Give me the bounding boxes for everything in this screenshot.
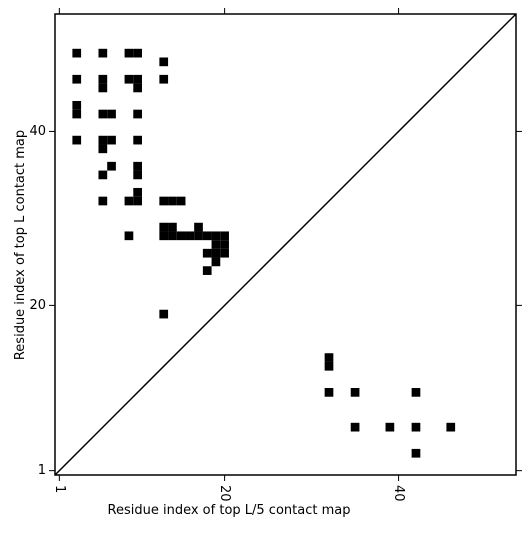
contact-cell [98, 83, 108, 93]
contact-cell [220, 231, 229, 241]
contact-cell [168, 222, 177, 232]
contact-cell [98, 196, 108, 206]
contact-cell [98, 48, 108, 58]
contact-cell [324, 361, 334, 371]
contact-cell [133, 187, 142, 197]
contact-cell [385, 422, 395, 432]
contact-cell [211, 248, 221, 258]
y-tick-label: 20 [29, 298, 46, 313]
contact-cell [133, 74, 142, 84]
contact-cell [168, 231, 177, 241]
contact-cell [98, 109, 108, 119]
contact-cell [72, 109, 82, 119]
contact-cell [98, 170, 108, 180]
contact-cell [350, 388, 360, 397]
contact-cell [446, 422, 456, 432]
diagonal [54, 13, 517, 476]
contact-cell [211, 231, 221, 241]
x-tick-label: 40 [391, 485, 406, 502]
contact-cell [202, 248, 212, 258]
contact-cell [176, 196, 186, 206]
contact-cell [194, 222, 203, 232]
contact-cell [159, 309, 169, 319]
contact-cell [176, 231, 186, 241]
contact-cell [202, 231, 212, 241]
contact-cell [133, 109, 142, 119]
contact-cell [124, 196, 134, 206]
contact-cell [133, 83, 142, 93]
contact-cell [185, 231, 195, 241]
contact-cell [220, 240, 229, 249]
y-tick-label: 1 [38, 463, 46, 478]
contact-cell [159, 74, 169, 84]
contact-cell [98, 144, 108, 154]
contact-cell [159, 222, 169, 232]
contact-cell [194, 231, 203, 241]
contact-cell [324, 388, 334, 397]
contact-cell [411, 448, 421, 458]
contact-cell [72, 48, 82, 58]
contact-cell [72, 135, 82, 145]
contact-cell [159, 196, 169, 206]
contact-cell [72, 74, 82, 84]
contact-cell [98, 135, 108, 145]
contact-cell [411, 422, 421, 432]
contact-cell [107, 135, 116, 145]
x-tick-label: 1 [52, 485, 67, 493]
contact-cell [220, 248, 229, 258]
y-tick-label: 40 [29, 124, 46, 139]
contact-cell [168, 196, 177, 206]
contact-cell [124, 231, 134, 241]
contact-cell [133, 48, 142, 58]
contact-cell [211, 257, 221, 267]
contact-cell [124, 74, 134, 84]
contact-cell [133, 161, 142, 171]
contact-cell [133, 170, 142, 180]
x-axis-label: Residue index of top L/5 contact map [108, 503, 351, 518]
contact-cell [133, 196, 142, 206]
contact-cell [124, 48, 134, 58]
contact-cell [98, 74, 108, 84]
contact-cell [159, 57, 169, 67]
contact-cell [324, 353, 334, 362]
contact-cell [72, 100, 82, 110]
x-tick-label: 20 [217, 485, 232, 502]
contact-cell [159, 231, 169, 241]
y-axis-label: Residue index of top L contact map [13, 130, 28, 360]
contact-cell [411, 388, 421, 397]
contact-cell [211, 240, 221, 249]
contact-cell [107, 161, 116, 171]
contact-cell [350, 422, 360, 432]
contact-cell [107, 109, 116, 119]
contact-cell [133, 135, 142, 145]
contact-cell [202, 266, 212, 275]
plot-frame [54, 13, 517, 476]
